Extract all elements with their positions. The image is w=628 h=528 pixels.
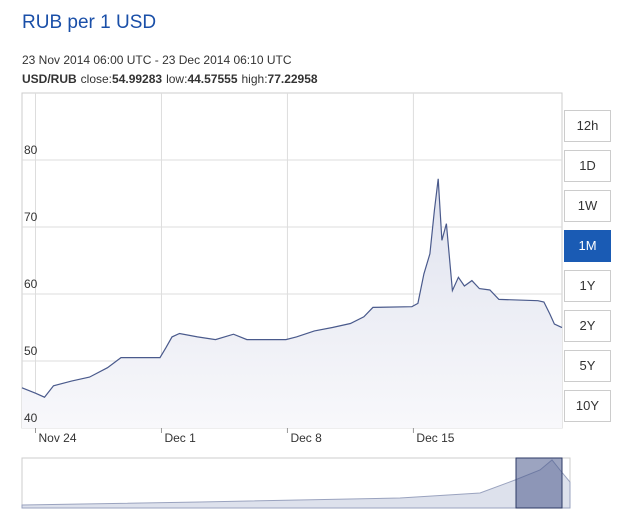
x-tick-label: Dec 15 xyxy=(416,431,454,445)
range-button[interactable]: 1Y xyxy=(564,270,611,302)
y-tick-label: 60 xyxy=(24,277,38,291)
stat-name: low: xyxy=(166,72,187,86)
range-button[interactable]: 5Y xyxy=(564,350,611,382)
x-tick-label: Nov 24 xyxy=(38,431,76,445)
range-button[interactable]: 1M xyxy=(564,230,611,262)
y-tick-label: 80 xyxy=(24,143,38,157)
range-button[interactable]: 1W xyxy=(564,190,611,222)
y-tick-label: 50 xyxy=(24,344,38,358)
stats: USD/RUB close:54.99283 low:44.57555 high:77… xyxy=(22,72,318,86)
y-tick-label: 40 xyxy=(24,411,38,425)
line xyxy=(21,178,563,398)
stat-value: 44.57555 xyxy=(187,72,237,86)
stat-name: close: xyxy=(81,72,112,86)
navigator-window[interactable] xyxy=(515,457,563,509)
y-tick-label: 70 xyxy=(24,210,38,224)
stat-value: 77.22958 xyxy=(268,72,318,86)
stat-value: 54.99283 xyxy=(112,72,162,86)
pair: USD/RUB xyxy=(22,72,77,86)
range-button[interactable]: 12h xyxy=(564,110,611,142)
stat-name: high: xyxy=(242,72,268,86)
navigator xyxy=(21,457,571,509)
range-button[interactable]: 2Y xyxy=(564,310,611,342)
range-button[interactable]: 10Y xyxy=(564,390,611,422)
x-tick-label: Dec 1 xyxy=(164,431,196,445)
range-button[interactable]: 1D xyxy=(564,150,611,182)
chart-title: RUB per 1 USD xyxy=(22,12,156,33)
subtitle: 23 Nov 2014 06:00 UTC - 23 Dec 2014 06:1… xyxy=(22,53,292,67)
x-tick-label: Dec 8 xyxy=(290,431,322,445)
area xyxy=(22,178,562,428)
